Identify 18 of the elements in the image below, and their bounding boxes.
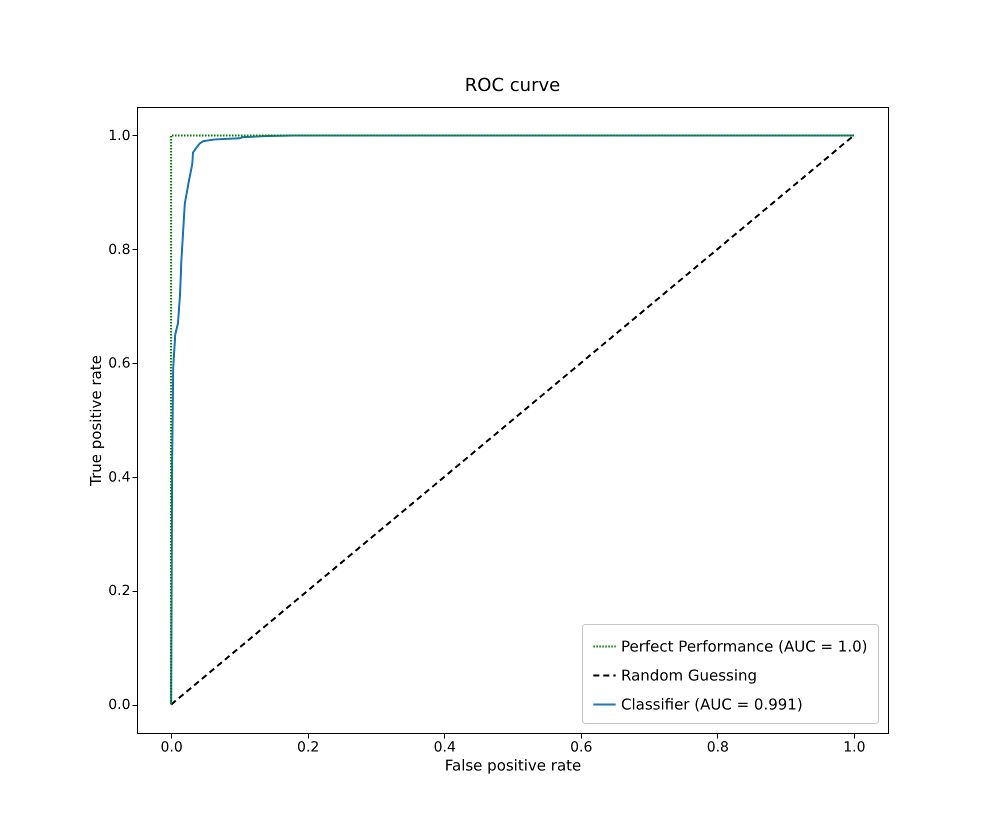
legend-label: Perfect Performance (AUC = 1.0) <box>621 638 868 656</box>
y-tick-label: 0.6 <box>108 356 131 372</box>
x-tick-label: 0.0 <box>160 740 183 756</box>
y-tick-label: 0.2 <box>108 583 130 600</box>
y-axis-title: True positive rate <box>87 355 106 487</box>
y-tick-label: 0.4 <box>108 469 131 486</box>
x-axis-title: False positive rate <box>444 756 582 774</box>
x-tick-label: 0.8 <box>706 740 729 756</box>
y-tick-label: 1.0 <box>108 128 130 144</box>
legend-label: Classifier (AUC = 0.991) <box>621 696 803 714</box>
legend-label: Random Guessing <box>621 666 758 684</box>
x-tick-label: 0.4 <box>434 740 456 756</box>
x-tick-label: 1.0 <box>843 740 866 756</box>
y-tick-label: 0.8 <box>108 242 130 258</box>
x-tick-label: 0.6 <box>570 740 592 756</box>
x-tick-label: 0.2 <box>297 740 320 756</box>
chart-title: ROC curve <box>464 75 560 96</box>
y-tick-label: 0.0 <box>108 697 130 714</box>
